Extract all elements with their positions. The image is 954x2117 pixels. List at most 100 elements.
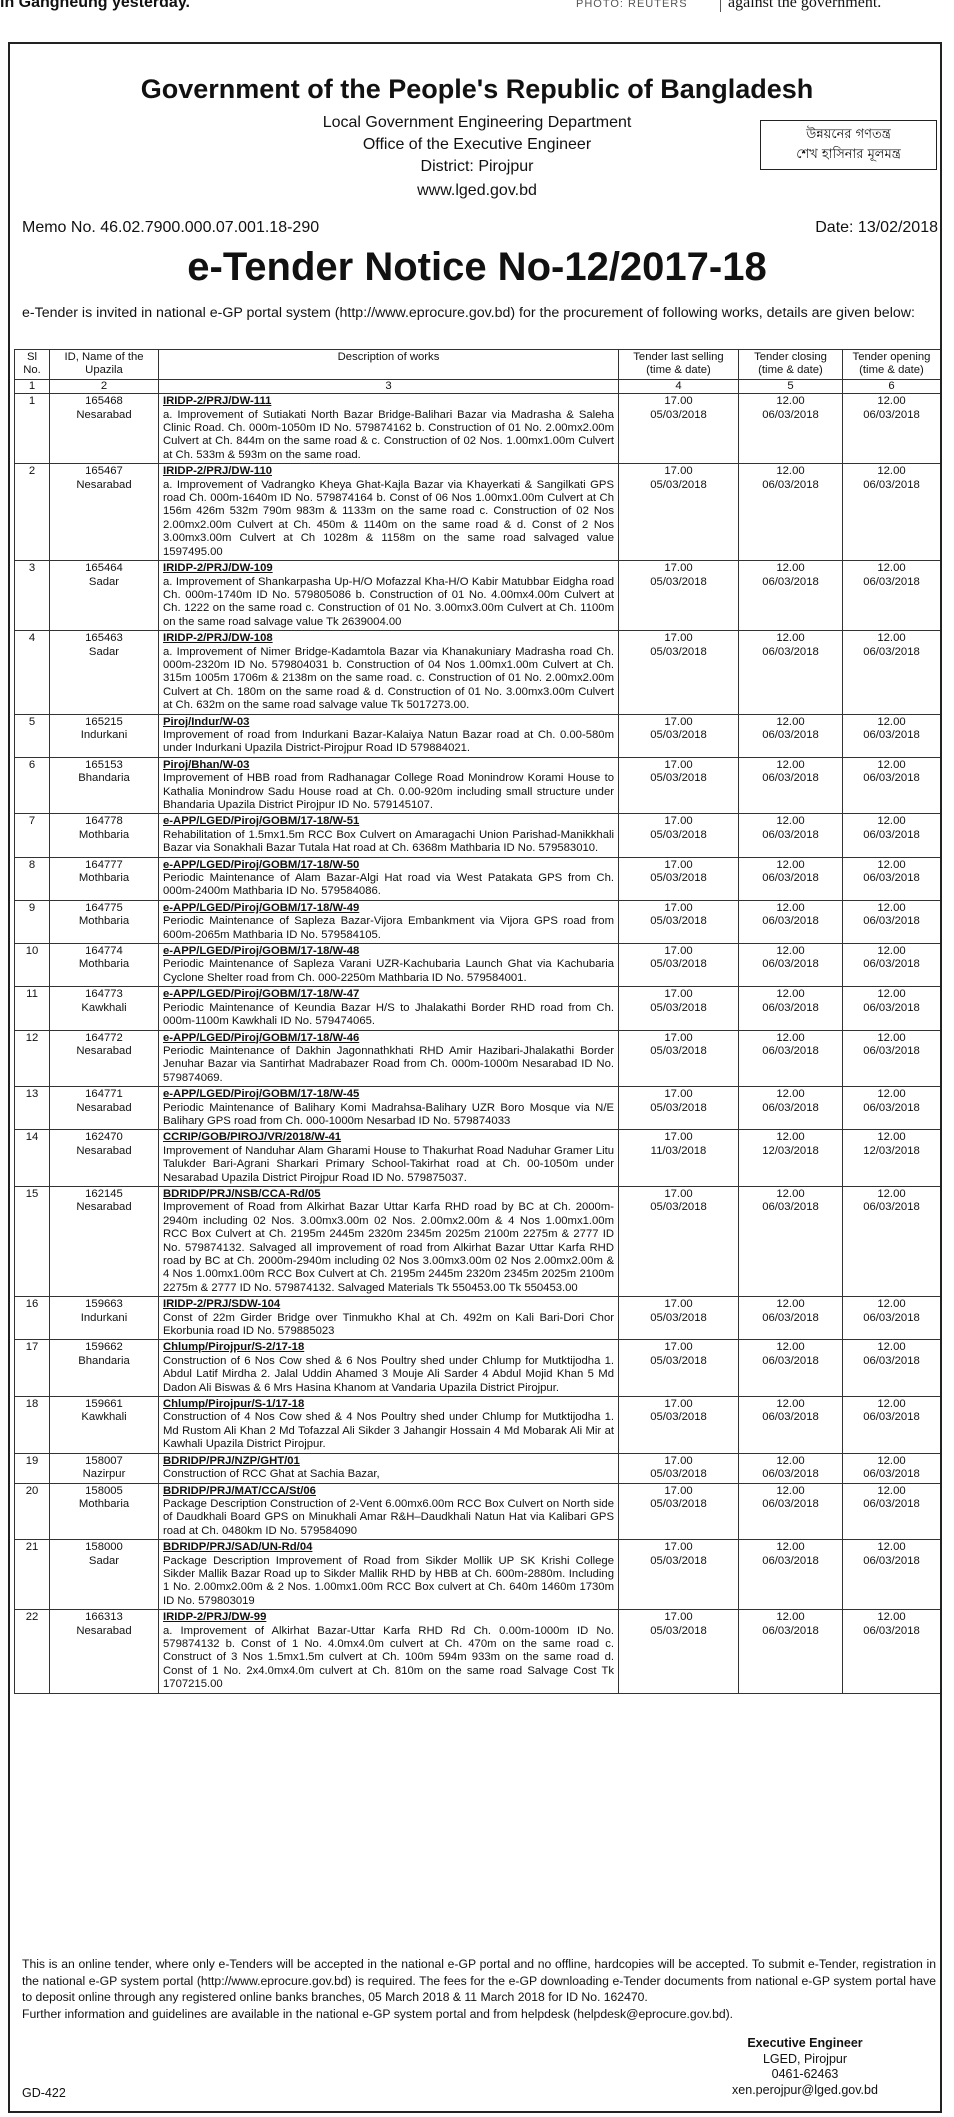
- sl-no: 8: [14, 856, 50, 901]
- description-cell: IRIDP-2/PRJ/DW-108 a. Improvement of Nime…: [158, 630, 619, 715]
- description-cell: e-APP/LGED/Piroj/GOBM/17-18/W-45 Periodic…: [158, 1086, 619, 1131]
- date: 06/03/2018: [863, 1468, 920, 1481]
- selling-cell: 17.00 11/03/2018: [618, 1129, 739, 1187]
- id-cell: 164774 Mothbaria: [49, 943, 159, 988]
- package-code: IRIDP-2/PRJ/DW-110: [163, 465, 273, 478]
- selling-cell: 17.00 05/03/2018: [618, 986, 739, 1031]
- date: 06/03/2018: [863, 828, 920, 841]
- tender-id: 159661: [85, 1398, 123, 1411]
- id-cell: 164775 Mothbaria: [49, 899, 159, 945]
- sl-no: 12: [14, 1029, 50, 1088]
- date: 05/03/2018: [650, 575, 707, 588]
- closing-cell: 12.00 06/03/2018: [738, 1086, 843, 1131]
- date: 06/03/2018: [762, 728, 819, 741]
- id-cell: 165153 Bhandaria: [49, 756, 159, 815]
- selling-cell: 17.00 05/03/2018: [618, 856, 739, 901]
- tender-id: 165153: [85, 758, 123, 771]
- upazila: Nazirpur: [82, 1468, 126, 1481]
- package-code: Chlump/Pirojpur/S-1/17-18: [163, 1398, 305, 1411]
- sl-no: 17: [14, 1339, 50, 1398]
- time: 17.00: [664, 632, 693, 645]
- description: Rehabilitation of 1.5mx1.5m RCC Box Culv…: [163, 828, 614, 855]
- slogan-line: উন্নয়নের গণতন্ত্র: [806, 127, 891, 142]
- id-cell: 159662 Bhandaria: [49, 1339, 159, 1398]
- package-code: e-APP/LGED/Piroj/GOBM/17-18/W-48: [163, 945, 360, 958]
- id-cell: 158005 Mothbaria: [49, 1482, 159, 1541]
- time: 12.00: [877, 901, 906, 914]
- date: 06/03/2018: [762, 408, 819, 421]
- slogan-line: শেখ হাসিনার মূলমন্ত্র: [796, 147, 901, 162]
- time: 12.00: [776, 815, 805, 828]
- selling-cell: 17.00 05/03/2018: [618, 1482, 739, 1541]
- time: 12.00: [877, 858, 906, 871]
- opening-cell: 12.00 06/03/2018: [842, 1482, 940, 1541]
- signature-line: 0461-62463: [771, 2067, 839, 2081]
- column-number: 6: [842, 378, 940, 395]
- description: Periodic Maintenance of Balihary Komi Ma…: [163, 1101, 614, 1127]
- sl-no: 19: [14, 1452, 50, 1484]
- closing-cell: 12.00 06/03/2018: [738, 813, 843, 858]
- package-code: Chlump/Pirojpur/S-2/17-18: [163, 1341, 305, 1354]
- tender-id: 165464: [85, 562, 123, 575]
- date: 05/03/2018: [650, 478, 707, 491]
- date: 06/03/2018: [762, 915, 819, 928]
- description-cell: BDRIDP/PRJ/NZP/GHT/01 Construction of RCC…: [158, 1452, 619, 1484]
- closing-cell: 12.00 06/03/2018: [738, 1185, 843, 1298]
- tender-row: 7 164778 Mothbaria e-APP/LGED/Piroj/GOBM/17…: [14, 813, 940, 858]
- tender-row: 11 164773 Kawkhali e-APP/LGED/Piroj/GOBM/17…: [14, 986, 940, 1031]
- date: 06/03/2018: [863, 872, 920, 885]
- closing-cell: 12.00 06/03/2018: [738, 560, 843, 632]
- time: 12.00: [877, 1398, 906, 1411]
- opening-cell: 12.00 06/03/2018: [842, 713, 940, 758]
- selling-cell: 17.00 05/03/2018: [618, 1396, 739, 1454]
- tender-id: 165467: [85, 465, 123, 478]
- sl-no: 6: [14, 756, 50, 815]
- description: Improvement of road from Indurkani Bazar…: [163, 728, 614, 755]
- opening-cell: 12.00 06/03/2018: [842, 1396, 940, 1454]
- package-code: e-APP/LGED/Piroj/GOBM/17-18/W-46: [163, 1031, 360, 1044]
- description-cell: BDRIDP/PRJ/MAT/CCA/St/06 Package Descript…: [158, 1482, 619, 1541]
- opening-cell: 12.00 06/03/2018: [842, 1029, 940, 1088]
- time: 12.00: [776, 562, 805, 575]
- time: 12.00: [776, 1031, 805, 1044]
- time: 12.00: [877, 562, 906, 575]
- date: 05/03/2018: [650, 1468, 707, 1481]
- selling-cell: 17.00 05/03/2018: [618, 1185, 739, 1298]
- id-cell: 162145 Nesarabad: [49, 1185, 159, 1298]
- time: 12.00: [877, 1131, 906, 1144]
- description-cell: e-APP/LGED/Piroj/GOBM/17-18/W-50 Periodic…: [158, 856, 619, 901]
- date: 05/03/2018: [650, 1201, 707, 1214]
- notice-border: [8, 42, 942, 2113]
- sl-no: 1: [14, 393, 50, 465]
- sl-no: 22: [14, 1609, 50, 1694]
- closing-cell: 12.00 06/03/2018: [738, 393, 843, 465]
- date: 06/03/2018: [762, 1311, 819, 1324]
- closing-cell: 12.00 06/03/2018: [738, 899, 843, 945]
- package-code: IRIDP-2/PRJ/DW-108: [163, 632, 273, 645]
- time: 17.00: [664, 1088, 693, 1101]
- upazila: Indurkani: [80, 1311, 128, 1324]
- selling-cell: 17.00 05/03/2018: [618, 560, 739, 632]
- time: 12.00: [877, 1541, 906, 1554]
- description: Improvement of Nanduhar Alam Gharami Hou…: [163, 1144, 614, 1184]
- date: 12/03/2018: [762, 1144, 819, 1157]
- date: Date: 13/02/2018: [815, 219, 938, 236]
- column-header: Tender last selling (time & date): [618, 349, 739, 380]
- selling-cell: 17.00 05/03/2018: [618, 943, 739, 988]
- description-cell: Chlump/Pirojpur/S-2/17-18 Construction of…: [158, 1339, 619, 1398]
- tender-row: 20 158005 Mothbaria BDRIDP/PRJ/MAT/CCA/St/0…: [14, 1482, 940, 1541]
- tender-row: 9 164775 Mothbaria e-APP/LGED/Piroj/GOBM/17…: [14, 899, 940, 945]
- date: 06/03/2018: [863, 772, 920, 785]
- tender-id: 162145: [85, 1187, 123, 1200]
- date: 06/03/2018: [762, 1624, 819, 1637]
- selling-cell: 17.00 05/03/2018: [618, 630, 739, 715]
- date: 06/03/2018: [863, 728, 920, 741]
- description-cell: IRIDP-2/PRJ/DW-99 a. Improvement of Alkir…: [158, 1609, 619, 1694]
- tender-id: 164777: [85, 858, 123, 871]
- time: 12.00: [877, 1088, 906, 1101]
- upazila: Sadar: [88, 1554, 120, 1567]
- time: 12.00: [776, 1541, 805, 1554]
- memo: Memo No. 46.02.7900.000.07.001.18-290: [22, 219, 320, 236]
- upazila: Mothbaria: [78, 828, 130, 841]
- id-cell: 166313 Nesarabad: [49, 1609, 159, 1694]
